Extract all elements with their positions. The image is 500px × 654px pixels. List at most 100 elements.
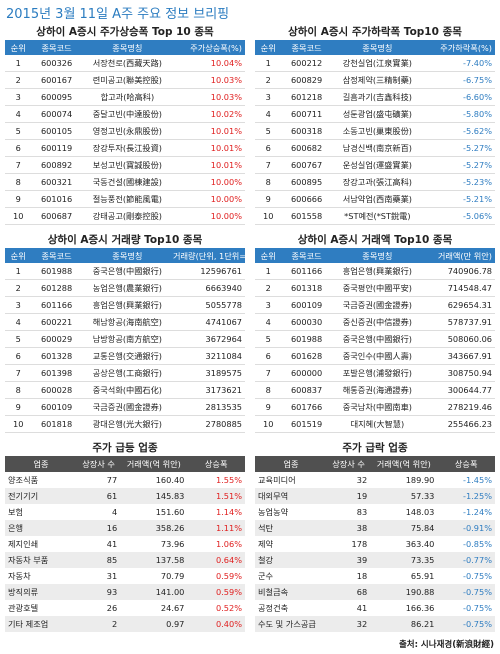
- cell: -0.77%: [437, 552, 495, 568]
- cell: 국금증권(國金證券): [81, 398, 173, 416]
- cell: 련미공고(聯美控股): [81, 71, 173, 89]
- cell: 8: [255, 173, 282, 191]
- cell: 기타 제조업: [5, 616, 77, 632]
- cell: 8: [255, 381, 282, 399]
- row: 4 600711 성둔광업(盛屯礦業) -5.80%: [255, 105, 495, 123]
- cell: 1: [5, 263, 32, 280]
- cell: 은행: [5, 520, 77, 536]
- cell: 38: [327, 520, 371, 536]
- cell: 성둔광업(盛屯礦業): [331, 105, 423, 123]
- cell: 강태공고(剛泰控股): [81, 207, 173, 225]
- header-cell: 주가하락폭(%): [422, 40, 495, 55]
- cell: 4: [255, 105, 282, 123]
- cell: 5055778: [172, 296, 245, 314]
- table-block: 주가 급등 업종 업종 상장사 수 거래액(억 위안) 상승폭 양조식품 77 160.40 1…: [5, 440, 245, 632]
- row: 5 600318 소동고빈(巢東股份) -5.62%: [255, 122, 495, 140]
- cell: 2: [77, 616, 121, 632]
- cell: 8: [5, 381, 32, 399]
- cell: 비철금속: [255, 584, 327, 600]
- cell: 740906.78: [422, 263, 495, 280]
- row: 4 600221 해남항공(海南航空) 4741067: [5, 313, 245, 331]
- cell: 343667.91: [422, 347, 495, 365]
- header-cell: 업종: [5, 456, 77, 472]
- header-cell: 순위: [5, 40, 32, 55]
- cell: 4: [5, 313, 32, 331]
- cell: 600682: [281, 139, 332, 157]
- table-block: 상하이 A증시 거래량 Top10 종목 순위 종목코드 종목명칭 거래량(단위, 1단…: [5, 232, 245, 433]
- cell: 중달고빈(中達股份): [81, 105, 173, 123]
- cell: 600074: [31, 105, 82, 123]
- cell: 600666: [281, 190, 332, 208]
- cell: 장강고과(張江高科): [331, 173, 423, 191]
- row: 6 601628 중국인수(中國人壽) 343667.91: [255, 347, 495, 365]
- header-cell: 종목코드: [31, 248, 82, 263]
- cell: 10.04%: [172, 55, 245, 72]
- cell: 0.64%: [187, 552, 245, 568]
- cell: 7: [5, 156, 32, 174]
- cell: -5.21%: [422, 190, 495, 208]
- cell: 삼정제약(三精制藥): [331, 71, 423, 89]
- cell: 대지혜(大智慧): [331, 415, 423, 433]
- cell: -0.85%: [463, 539, 492, 549]
- cell: 601016: [31, 190, 82, 208]
- cell: 9: [5, 398, 32, 416]
- header-row: 순위 종목코드 종목명칭 주가상승폭(%): [5, 40, 245, 55]
- cell: 4741067: [172, 313, 245, 331]
- cell: 1.14%: [215, 507, 242, 517]
- source: 출처: 시나재경(新浪財經): [398, 640, 494, 650]
- cell: 600109: [31, 398, 82, 416]
- row: 9 600666 서남약업(西南藥業) -5.21%: [255, 190, 495, 208]
- row: 2 601318 중국평안(中國平安) 714548.47: [255, 279, 495, 297]
- cell: 24.67: [160, 603, 185, 613]
- cell: 10.03%: [172, 88, 245, 106]
- cell: 1: [255, 263, 282, 280]
- cell: 농업은행(農業銀行): [81, 279, 173, 297]
- table-block: 상하이 A증시 거래액 Top10 종목 순위 종목코드 종목명칭 거래액(만 위안) 1…: [255, 232, 495, 433]
- row: 보험 4 151.60 1.14%: [5, 504, 245, 520]
- header-cell: 종목코드: [281, 40, 332, 55]
- row: 비철금속 68 190.88 -0.75%: [255, 584, 495, 600]
- cell: 26: [106, 603, 118, 613]
- cell: 601988: [31, 263, 82, 280]
- cell: 8: [5, 173, 32, 191]
- row: 교육미디어 32 189.90 -1.45%: [255, 472, 495, 488]
- row: 석탄 38 75.84 -0.91%: [255, 520, 495, 536]
- cell: 4: [5, 105, 32, 123]
- cell: 10: [255, 415, 282, 433]
- cell: 629654.31: [422, 296, 495, 314]
- cell: 10.01%: [172, 139, 245, 157]
- cell: 189.90: [405, 475, 435, 485]
- cell: 중국석화(中國石化): [81, 381, 173, 399]
- cell: 2: [5, 279, 32, 297]
- cell: 300644.77: [422, 381, 495, 399]
- header-cell: 주가상승폭(%): [172, 40, 245, 55]
- row: 기타 제조업 2 0.97 0.40%: [5, 616, 245, 632]
- cell: 4: [255, 313, 282, 331]
- cell: 남경신백(南京新百): [331, 139, 423, 157]
- cell: 10: [5, 207, 32, 225]
- cell: 10: [5, 415, 32, 433]
- header-cell: 종목코드: [31, 40, 82, 55]
- row: 1 600326 서장천로(西藏天路) 10.04%: [5, 55, 245, 72]
- cell: 7: [255, 156, 282, 174]
- header-cell: 종목명칭: [81, 248, 173, 263]
- cell: 6: [255, 139, 282, 157]
- row: 1 601166 흥업은행(興業銀行) 740906.78: [255, 263, 495, 280]
- cell: 7: [255, 364, 282, 382]
- cell: 600109: [281, 296, 332, 314]
- cell: 600829: [281, 71, 332, 89]
- cell: 601318: [281, 279, 332, 297]
- cell: 600767: [281, 156, 332, 174]
- table-block: 상하이 A증시 주가하락폭 Top10 종목 순위 종목코드 종목명칭 주가하락폭(%)…: [255, 24, 495, 225]
- row: 농업농약 83 148.03 -1.24%: [255, 504, 495, 520]
- header-cell: 순위: [255, 248, 282, 263]
- cell: 5: [255, 330, 282, 348]
- table-block: 상하이 A증시 주가상승폭 Top 10 종목 순위 종목코드 종목명칭 주가상승폭(%…: [5, 24, 245, 225]
- cell: 0.97: [120, 616, 188, 632]
- cell: 41: [356, 603, 368, 613]
- cell: 3: [255, 296, 282, 314]
- cell: -1.45%: [463, 475, 492, 485]
- cell: 3: [255, 88, 282, 106]
